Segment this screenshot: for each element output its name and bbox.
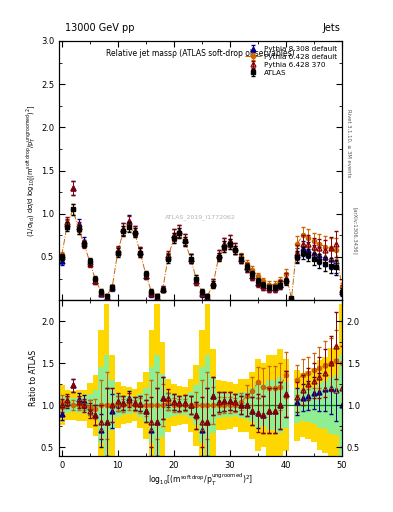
Text: Rivet 3.1.10, ≥ 3M events: Rivet 3.1.10, ≥ 3M events <box>346 109 351 178</box>
Text: Jets: Jets <box>322 23 340 33</box>
Text: Relative jet massρ (ATLAS soft-drop observables): Relative jet massρ (ATLAS soft-drop obse… <box>106 49 295 58</box>
Text: [arXiv:1306.3436]: [arXiv:1306.3436] <box>352 206 357 254</box>
Text: 13000 GeV pp: 13000 GeV pp <box>65 23 134 33</box>
Y-axis label: Ratio to ATLAS: Ratio to ATLAS <box>29 350 38 406</box>
X-axis label: log$_{10}$[(m$^{\rm soft\,drop}$/p$_T^{\rm ungroomed}$)$^2$]: log$_{10}$[(m$^{\rm soft\,drop}$/p$_T^{\… <box>148 472 253 488</box>
Text: ATLAS_2019_I1772062: ATLAS_2019_I1772062 <box>165 215 236 220</box>
Legend: Pythia 8.308 default, Pythia 6.428 default, Pythia 6.428 370, ATLAS: Pythia 8.308 default, Pythia 6.428 defau… <box>244 45 338 77</box>
Y-axis label: (1/σ$_{\rm fid}$) dσ/d log$_{10}$[(m$^{\rm soft\,drop}$/p$_T^{\rm ungroomed}$)$^: (1/σ$_{\rm fid}$) dσ/d log$_{10}$[(m$^{\… <box>24 104 38 237</box>
